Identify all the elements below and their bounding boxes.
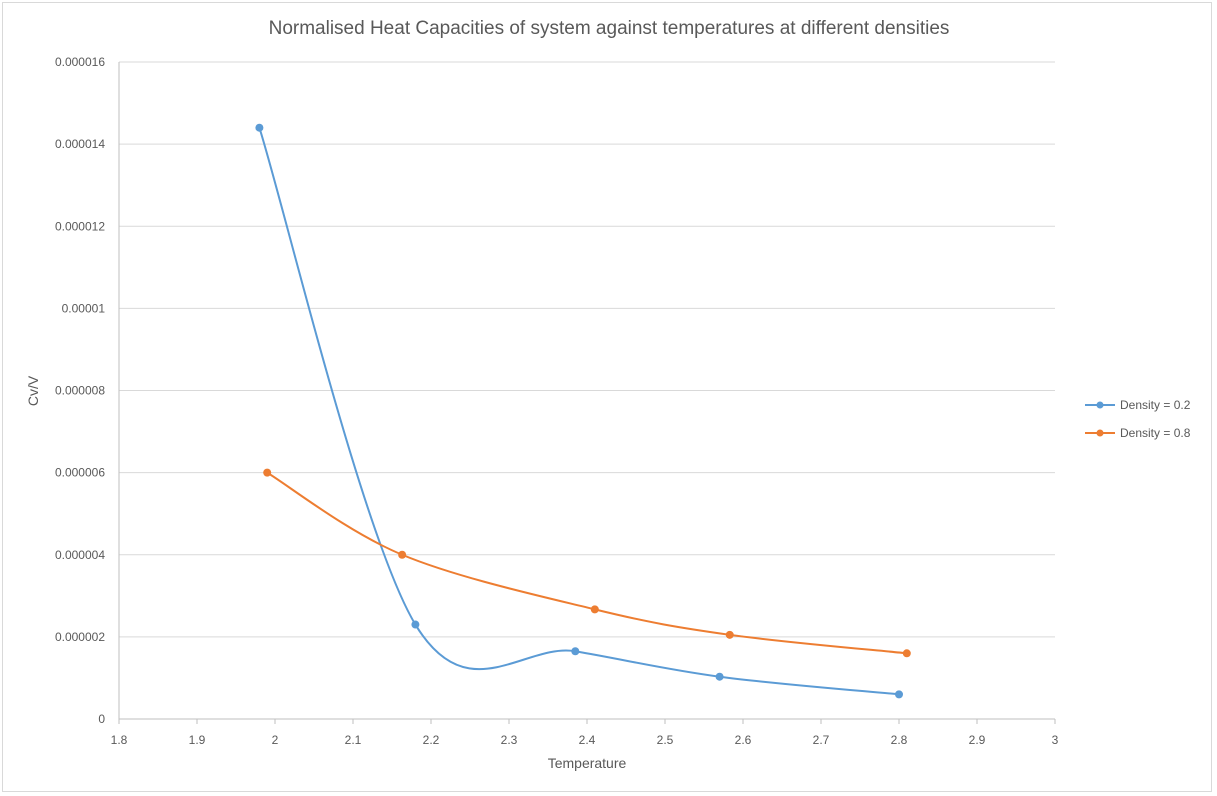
data-point	[715, 672, 724, 681]
x-tick-label: 2.9	[969, 733, 986, 747]
data-point	[255, 123, 264, 132]
legend: Density = 0.2 Density = 0.8	[1085, 398, 1191, 440]
x-tick-label: 2.2	[423, 733, 440, 747]
legend-item: Density = 0.8	[1085, 426, 1191, 440]
data-point	[902, 649, 911, 658]
data-point	[398, 550, 407, 559]
x-tick-label: 2.1	[345, 733, 362, 747]
series-2	[263, 468, 911, 658]
legend-swatch-marker	[1096, 401, 1104, 409]
y-tick-label: 0.000008	[55, 384, 105, 398]
x-tick-label: 2	[272, 733, 279, 747]
data-point	[263, 468, 272, 477]
chart-title: Normalised Heat Capacities of system aga…	[269, 18, 950, 39]
y-tick-label: 0.000002	[55, 630, 105, 644]
x-tick-label: 1.8	[111, 733, 128, 747]
x-tick-label: 2.4	[579, 733, 596, 747]
y-tick-label: 0.00001	[62, 301, 106, 315]
data-point	[590, 605, 599, 614]
y-tick-label: 0.000012	[55, 219, 105, 233]
series-line	[266, 471, 907, 655]
axes: 0 0.000002 0.000004 0.000006 0.000008 0.00001…	[55, 55, 1059, 747]
plot-series	[255, 123, 911, 699]
x-tick-label: 1.9	[189, 733, 206, 747]
x-tick-label: 2.8	[891, 733, 908, 747]
y-tick-label: 0.000006	[55, 466, 105, 480]
x-tick-label: 3	[1052, 733, 1059, 747]
series-1	[255, 123, 903, 699]
y-tick-label: 0.000016	[55, 55, 105, 69]
data-point	[411, 620, 420, 629]
legend-swatch-marker	[1096, 429, 1104, 437]
y-tick-label: 0.000014	[55, 137, 105, 151]
y-tick-label: 0	[98, 712, 105, 726]
x-tick-label: 2.6	[735, 733, 752, 747]
data-point	[895, 690, 903, 699]
data-point	[571, 647, 580, 656]
series-line	[258, 127, 900, 696]
x-tick-label: 2.3	[501, 733, 518, 747]
legend-label: Density = 0.2	[1120, 398, 1191, 412]
legend-label: Density = 0.8	[1120, 426, 1191, 440]
x-tick-label: 2.5	[657, 733, 674, 747]
x-axis-title: Temperature	[548, 755, 627, 771]
data-point	[725, 630, 734, 639]
legend-item: Density = 0.2	[1085, 398, 1191, 412]
y-tick-label: 0.000004	[55, 548, 105, 562]
gridlines	[119, 61, 1055, 638]
y-axis-title: Cv/V	[25, 375, 41, 406]
x-tick-label: 2.7	[813, 733, 830, 747]
